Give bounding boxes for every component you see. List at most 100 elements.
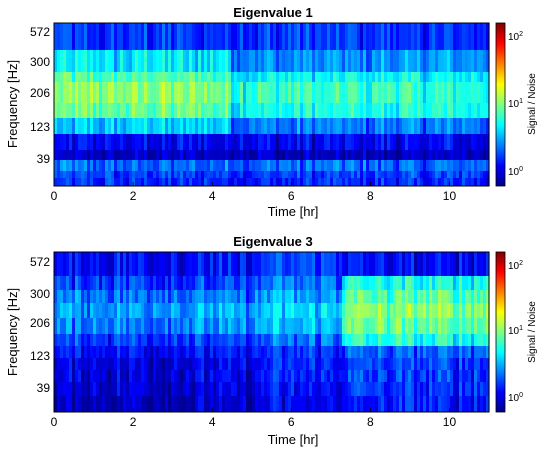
heatmap-cell bbox=[105, 396, 109, 412]
heatmap-cell bbox=[57, 103, 61, 118]
heatmap-cell bbox=[327, 171, 331, 178]
heatmap-cell bbox=[240, 346, 244, 358]
heatmap-cell bbox=[162, 303, 166, 318]
heatmap-cell bbox=[396, 334, 400, 346]
heatmap-cell bbox=[405, 150, 409, 160]
heatmap-cell bbox=[357, 334, 361, 346]
heatmap-cell bbox=[324, 23, 328, 50]
heatmap-cell bbox=[72, 178, 76, 186]
heatmap-cell bbox=[183, 23, 187, 50]
heatmap-cell bbox=[174, 150, 178, 160]
heatmap-cell bbox=[201, 346, 205, 358]
heatmap-cell bbox=[123, 171, 127, 178]
heatmap-cell bbox=[285, 72, 289, 82]
heatmap-cell bbox=[432, 160, 436, 171]
heatmap-cell bbox=[423, 318, 427, 334]
heatmap-cell bbox=[321, 346, 325, 358]
heatmap-cell bbox=[303, 50, 307, 72]
heatmap-cell bbox=[267, 276, 271, 290]
heatmap-cell bbox=[111, 334, 115, 346]
y-axis-label: Frequency [Hz] bbox=[5, 60, 20, 148]
heatmap-cell bbox=[357, 252, 361, 276]
heatmap-cell bbox=[312, 290, 316, 303]
heatmap-cell bbox=[483, 50, 487, 72]
heatmap-cell bbox=[312, 72, 316, 82]
heatmap-cell bbox=[93, 358, 97, 370]
x-tick-label: 0 bbox=[51, 415, 58, 429]
heatmap-cell bbox=[150, 346, 154, 358]
heatmap-cell bbox=[225, 178, 229, 186]
heatmap-cell bbox=[486, 358, 490, 370]
heatmap-cell bbox=[354, 72, 358, 82]
heatmap-cell bbox=[456, 358, 460, 370]
heatmap-cell bbox=[183, 252, 187, 276]
heatmap-cell bbox=[219, 118, 223, 134]
heatmap-cell bbox=[165, 382, 169, 396]
heatmap-cell bbox=[276, 103, 280, 118]
heatmap-cell bbox=[198, 370, 202, 382]
heatmap-cell bbox=[273, 276, 277, 290]
heatmap-cell bbox=[267, 134, 271, 150]
heatmap-cell bbox=[324, 150, 328, 160]
heatmap-cell bbox=[411, 23, 415, 50]
heatmap-cell bbox=[276, 303, 280, 318]
heatmap-cell bbox=[351, 303, 355, 318]
heatmap-cell bbox=[54, 178, 58, 186]
heatmap-cell bbox=[390, 50, 394, 72]
heatmap-cell bbox=[120, 252, 124, 276]
heatmap-cell bbox=[129, 150, 133, 160]
heatmap-cell bbox=[114, 382, 118, 396]
heatmap-cell bbox=[195, 134, 199, 150]
heatmap-cell bbox=[114, 50, 118, 72]
heatmap-cell bbox=[207, 346, 211, 358]
heatmap-cell bbox=[486, 303, 490, 318]
heatmap-cell bbox=[471, 118, 475, 134]
heatmap-cell bbox=[411, 370, 415, 382]
heatmap-cell bbox=[474, 346, 478, 358]
heatmap-cell bbox=[135, 382, 139, 396]
heatmap-cell bbox=[351, 318, 355, 334]
heatmap-cell bbox=[327, 303, 331, 318]
heatmap-cell bbox=[330, 370, 334, 382]
heatmap-cell bbox=[90, 103, 94, 118]
heatmap-cell bbox=[279, 370, 283, 382]
heatmap-cell bbox=[273, 318, 277, 334]
heatmap-cell bbox=[429, 252, 433, 276]
heatmap-cell bbox=[72, 290, 76, 303]
heatmap-cell bbox=[276, 252, 280, 276]
heatmap-cell bbox=[174, 103, 178, 118]
heatmap-cell bbox=[201, 50, 205, 72]
heatmap-cell bbox=[258, 252, 262, 276]
heatmap-cell bbox=[120, 318, 124, 334]
heatmap-cell bbox=[75, 118, 79, 134]
heatmap-cell bbox=[465, 103, 469, 118]
heatmap-cell bbox=[183, 358, 187, 370]
heatmap-cell bbox=[183, 178, 187, 186]
heatmap-cell bbox=[306, 134, 310, 150]
heatmap-cell bbox=[162, 370, 166, 382]
heatmap-cell bbox=[69, 50, 73, 72]
heatmap-cell bbox=[222, 171, 226, 178]
heatmap-cell bbox=[123, 346, 127, 358]
heatmap-cell bbox=[318, 103, 322, 118]
heatmap-cell bbox=[291, 72, 295, 82]
heatmap-cell bbox=[414, 160, 418, 171]
heatmap-cell bbox=[369, 382, 373, 396]
heatmap-cell bbox=[216, 171, 220, 178]
heatmap-cell bbox=[318, 290, 322, 303]
heatmap-cell bbox=[177, 118, 181, 134]
heatmap-cell bbox=[477, 303, 481, 318]
heatmap-cell bbox=[105, 118, 109, 134]
heatmap-cell bbox=[93, 150, 97, 160]
heatmap-cell bbox=[102, 103, 106, 118]
heatmap-cell bbox=[156, 134, 160, 150]
heatmap-cell bbox=[63, 396, 67, 412]
heatmap-cell bbox=[183, 50, 187, 72]
heatmap-cell bbox=[351, 150, 355, 160]
heatmap-cell bbox=[237, 334, 241, 346]
heatmap-cell bbox=[309, 134, 313, 150]
heatmap-cell bbox=[435, 290, 439, 303]
heatmap-cell bbox=[300, 303, 304, 318]
heatmap-cell bbox=[480, 276, 484, 290]
heatmap-cell bbox=[354, 171, 358, 178]
